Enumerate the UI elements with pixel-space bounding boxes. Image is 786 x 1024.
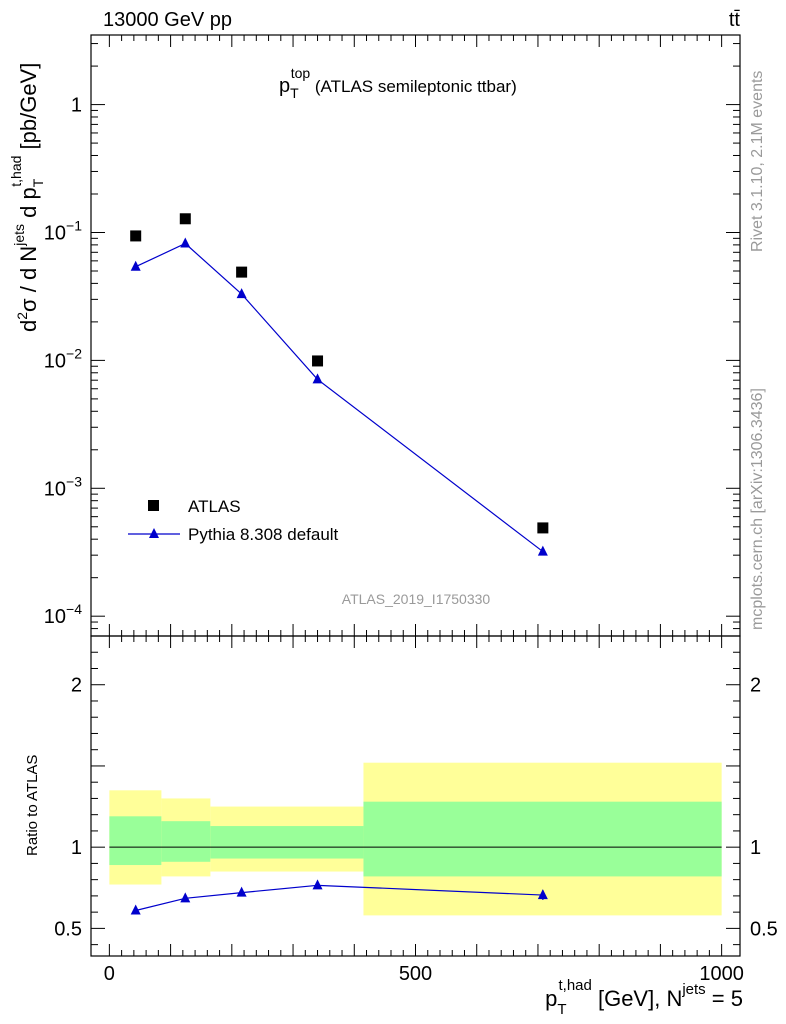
ratio-y-tick-label-left: 2 <box>71 675 82 697</box>
ratio-point <box>130 904 141 915</box>
ratio-point <box>236 886 247 897</box>
ratio-y-tick-label-left: 0.5 <box>54 918 82 940</box>
pythia-point <box>236 288 247 299</box>
top-y-axis-label: d2σ / d Njets d pTt,had [pb/GeV] <box>8 63 46 332</box>
ratio-y-tick-label-right: 0.5 <box>750 918 778 940</box>
uncertainty-band-green <box>363 801 722 877</box>
rivet-label: Rivet 3.1.10, 2.1M events <box>749 71 766 252</box>
top-panel: 1 10−1 10−2 10−3 10−4 <box>44 34 741 648</box>
process-label: tt̄ <box>729 9 741 31</box>
legend: ATLAS Pythia 8.308 default <box>128 497 339 544</box>
x-tick-label: 0 <box>104 963 115 985</box>
atlas-point <box>236 266 248 278</box>
analysis-watermark: ATLAS_2019_I1750330 <box>342 591 491 607</box>
legend-pythia-marker <box>149 528 159 538</box>
ratio-y-axis-label: Ratio to ATLAS <box>24 755 41 856</box>
atlas-point <box>312 355 324 367</box>
top-plot-title: pTtop (ATLAS semileptonic ttbar) <box>279 65 517 101</box>
x-axis-label: pTt,had [GeV], Njets = 5 <box>545 977 743 1018</box>
energy-label: 13000 GeV pp <box>103 9 232 31</box>
ratio-y-tick-label-left: 1 <box>71 837 82 859</box>
ratio-y-tick-label-right: 1 <box>750 837 761 859</box>
atlas-point <box>179 213 191 225</box>
pythia-point <box>537 545 548 556</box>
uncertainty-band-green <box>210 826 364 859</box>
ratio-point <box>537 889 548 900</box>
pythia-point <box>180 237 191 248</box>
ratio-point <box>312 879 323 890</box>
y-tick-label: 10−4 <box>44 601 82 628</box>
legend-pythia-label: Pythia 8.308 default <box>188 525 339 544</box>
pythia-point <box>130 260 141 271</box>
legend-atlas-marker <box>148 500 159 511</box>
y-tick-label: 10−1 <box>44 217 82 244</box>
x-tick-label: 500 <box>399 963 432 985</box>
atlas-point <box>537 522 549 534</box>
ratio-point <box>180 892 191 903</box>
atlas-point <box>130 230 142 242</box>
top-plot-frame <box>90 34 741 637</box>
y-tick-label: 10−3 <box>44 473 82 500</box>
pythia-point <box>312 373 323 384</box>
ratio-y-tick-label-right: 2 <box>750 675 761 697</box>
uncertainty-band-green <box>161 821 211 862</box>
uncertainty-band-green <box>109 816 162 866</box>
y-tick-label: 10−2 <box>44 345 82 372</box>
mcplots-label: mcplots.cern.ch [arXiv:1306.3436] <box>749 388 766 630</box>
y-tick-label: 1 <box>71 95 82 117</box>
ratio-panel: 0 500 1000 0.5 0.5 1 1 2 2 <box>54 635 778 985</box>
legend-atlas-label: ATLAS <box>188 497 241 516</box>
x-tick-label: 1000 <box>699 963 744 985</box>
